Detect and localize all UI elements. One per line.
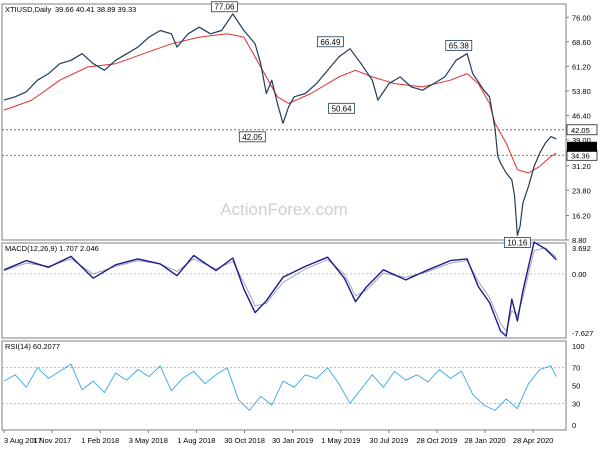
price-y-tick-label: 53.80 [572,87,591,96]
x-tick-label: 30 Jul 2019 [369,436,408,445]
price-y-tick-label: 46.40 [572,111,591,120]
peak-label-4: 65.38 [449,41,470,50]
x-tick-label: 28 Oct 2019 [416,436,457,445]
series-signal [3,247,557,332]
macd-y-tick-label: 0.00 [572,270,587,279]
last-price-label: 39.33 [571,143,590,152]
price-y-tick-label: 23.80 [572,186,591,195]
price-y-tick-label: 31.20 [572,162,591,171]
x-tick-label: 28 Apr 2020 [513,436,553,445]
price-y-tick-label: 8.80 [572,236,587,245]
macd-title: MACD(12,26,9) 1.707 2.046 [5,244,99,253]
x-tick-label: 1 May 2019 [321,436,360,445]
rsi-y-tick-label: 30 [572,399,580,408]
rsi-y-tick-label: 0 [572,421,576,430]
rsi-y-tick-label: 50 [572,382,580,391]
last-price-tag [567,141,597,152]
macd-y-tick-label: -7.627 [572,329,593,338]
symbol-title: XTIUSD,Daily [5,5,52,14]
series-price [3,13,557,236]
x-tick-label: 1 Nov 2017 [33,436,71,445]
level-tag-0 [566,124,598,136]
peak-label-box-3 [328,102,355,114]
x-tick-label: 3 May 2018 [129,436,168,445]
macd-y-tick-label: 3.692 [572,244,591,253]
peak-label-box-4 [445,40,473,51]
x-tick-label: 30 Jan 2019 [272,436,313,445]
rsi-y-tick-label: 100 [572,342,585,351]
price-y-tick-label: 68.60 [572,38,591,47]
rsi-title: RSI(14) 60.2077 [5,342,60,351]
peak-label-box-2 [317,36,344,48]
level-tag-label-1: 34.36 [571,151,590,160]
x-tick-label: 30 Oct 2018 [224,436,265,445]
peak-label-box-0 [211,1,238,13]
peak-label-box-1 [238,131,266,143]
price-pane-frame [1,3,567,241]
series-macd [3,241,557,337]
price-y-tick-label: 61.20 [572,62,591,71]
x-tick-label: 3 Aug 2017 [4,436,42,445]
rsi-y-tick-label: 70 [572,364,580,373]
x-tick-label: 28 Jan 2020 [464,436,505,445]
macd-pane-frame [1,242,567,339]
rsi-pane-frame [1,340,567,431]
price-y-tick-label: 39.00 [572,136,591,145]
peak-label-box-5 [503,237,531,248]
level-tag-label-0: 42.05 [571,126,590,135]
price-y-tick-label: 76.00 [572,13,591,22]
series-rsi [3,363,557,411]
peak-label-3: 50.64 [332,104,353,113]
peak-label-1: 42.05 [242,133,263,142]
peak-label-5: 10.16 [507,238,528,247]
watermark-text: ActionForex.com [220,200,348,219]
series-moving-average [3,33,557,174]
ohlc-values: 39.66 40.41 38.89 39.33 [55,5,136,14]
peak-label-2: 66.49 [320,38,341,47]
peak-label-0: 77.06 [214,3,235,12]
price-y-tick-label: 16.20 [572,211,591,220]
x-tick-label: 1 Aug 2018 [177,436,215,445]
x-tick-label: 1 Feb 2018 [81,436,119,445]
